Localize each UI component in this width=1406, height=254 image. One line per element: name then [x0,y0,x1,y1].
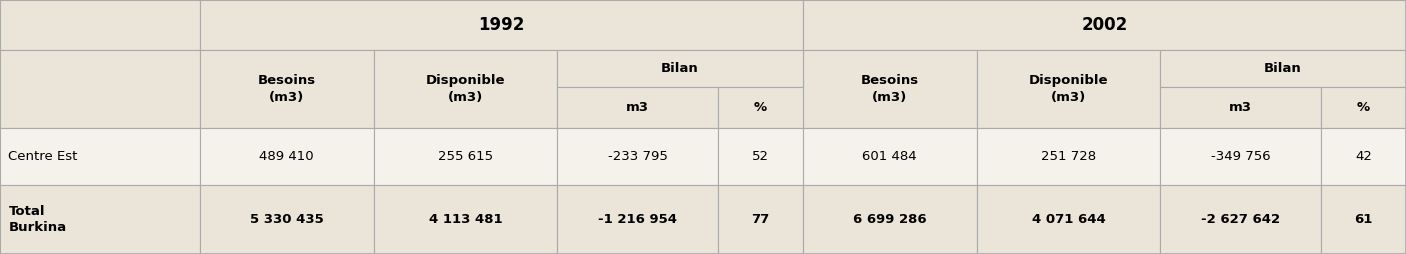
Text: Disponible
(m3): Disponible (m3) [426,74,505,104]
Text: 1992: 1992 [478,16,524,34]
Bar [1320,185,1406,254]
Text: 6 699 286: 6 699 286 [853,213,927,226]
Bar [200,185,374,254]
Bar [374,50,557,128]
Text: Total
Burkina: Total Burkina [8,205,66,234]
Text: %: % [1357,101,1369,114]
Bar [200,0,803,50]
Text: 2002: 2002 [1081,16,1128,34]
Bar [200,50,374,128]
Bar [0,128,200,185]
Text: Disponible
(m3): Disponible (m3) [1029,74,1108,104]
Bar [374,128,557,185]
Text: 601 484: 601 484 [862,150,917,163]
Bar [717,87,803,128]
Bar [1160,128,1320,185]
Bar [0,50,200,128]
Text: 77: 77 [751,213,769,226]
Text: 255 615: 255 615 [437,150,494,163]
Bar [977,185,1160,254]
Bar [557,87,717,128]
Text: 42: 42 [1355,150,1372,163]
Bar [803,128,977,185]
Text: -349 756: -349 756 [1211,150,1270,163]
Text: m3: m3 [626,101,650,114]
Bar [374,185,557,254]
Text: -233 795: -233 795 [607,150,668,163]
Text: 61: 61 [1354,213,1372,226]
Bar [557,185,717,254]
Bar [0,185,200,254]
Bar [1320,128,1406,185]
Bar [803,0,1406,50]
Bar [977,128,1160,185]
Text: 4 113 481: 4 113 481 [429,213,502,226]
Text: -1 216 954: -1 216 954 [598,213,676,226]
Text: Bilan: Bilan [1264,61,1302,74]
Bar [1160,185,1320,254]
Bar [557,128,717,185]
Text: -2 627 642: -2 627 642 [1201,213,1279,226]
Bar [1160,50,1406,87]
Bar [557,50,803,87]
Text: Besoins
(m3): Besoins (m3) [257,74,316,104]
Bar [977,50,1160,128]
Text: 5 330 435: 5 330 435 [250,213,323,226]
Bar [1320,87,1406,128]
Text: %: % [754,101,766,114]
Text: 4 071 644: 4 071 644 [1032,213,1105,226]
Text: Bilan: Bilan [661,61,699,74]
Text: Centre Est: Centre Est [8,150,77,163]
Bar [200,128,374,185]
Text: m3: m3 [1229,101,1251,114]
Text: Besoins
(m3): Besoins (m3) [860,74,920,104]
Bar [803,185,977,254]
Text: 251 728: 251 728 [1040,150,1097,163]
Bar [1160,87,1320,128]
Bar [0,0,200,50]
Bar [717,128,803,185]
Text: 489 410: 489 410 [260,150,314,163]
Bar [717,185,803,254]
Bar [803,50,977,128]
Text: 52: 52 [752,150,769,163]
